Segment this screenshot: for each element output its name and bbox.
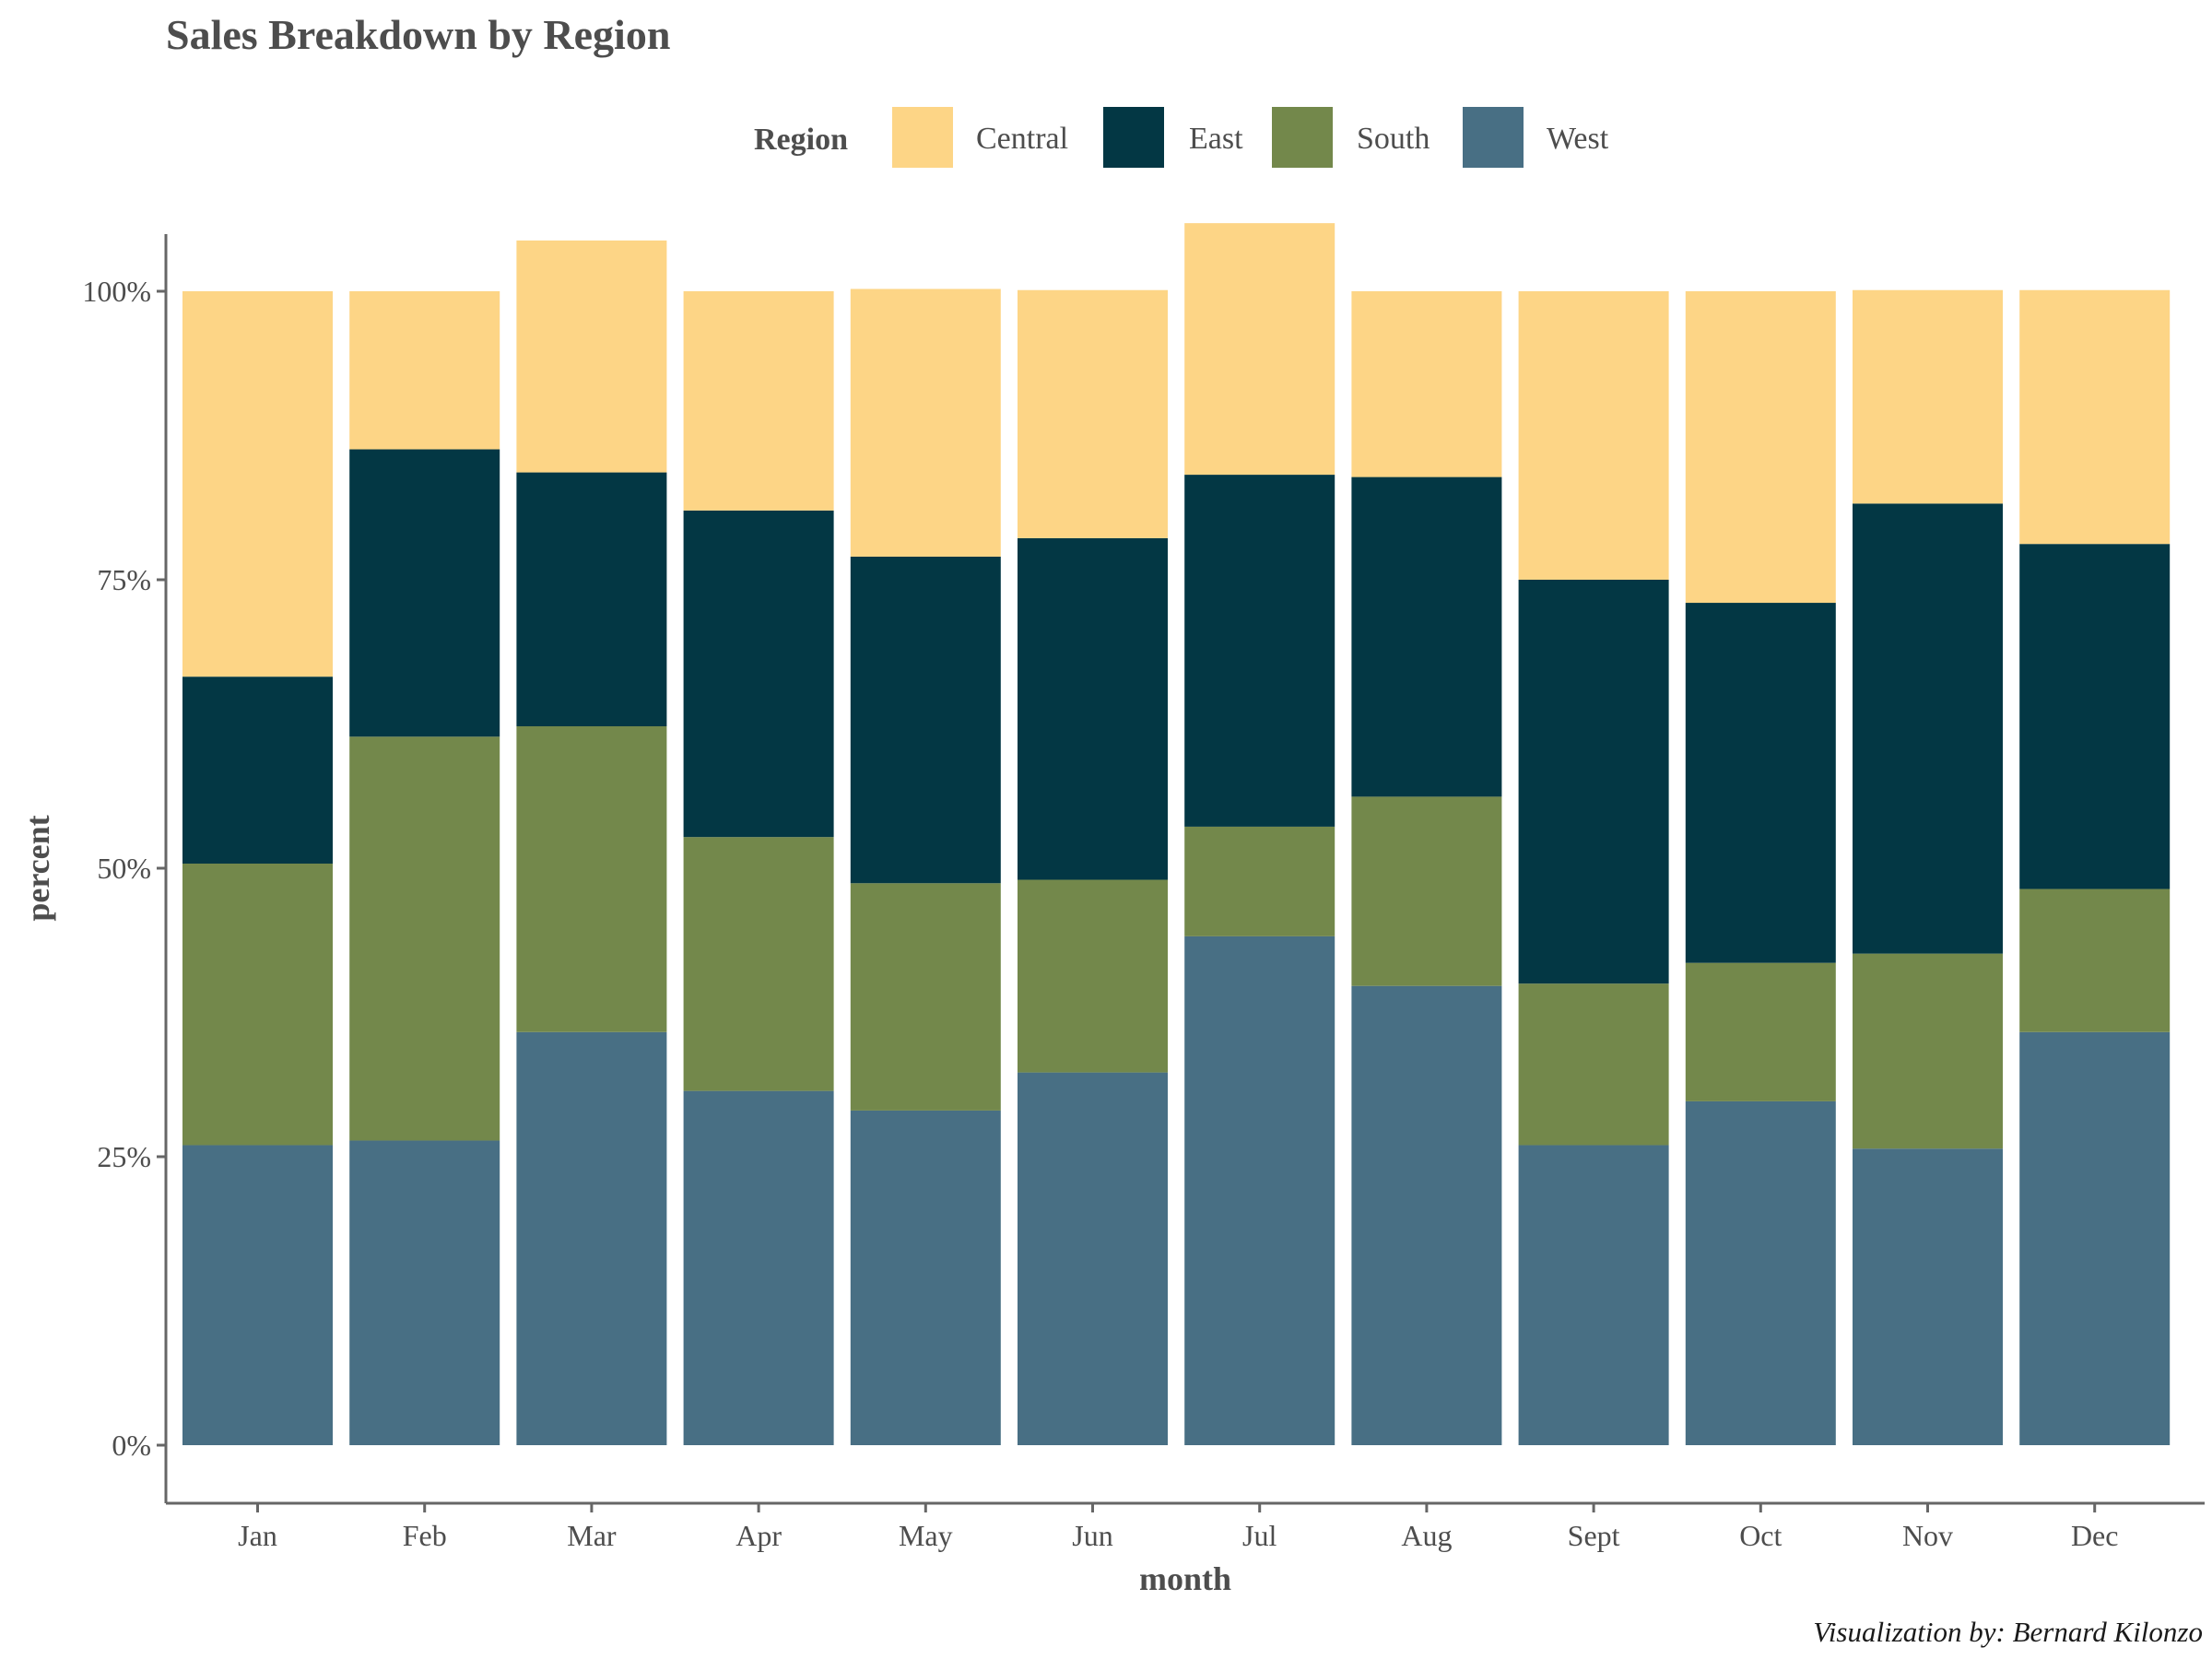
bar-jul-east	[1184, 475, 1335, 827]
bar-sept-west	[1518, 1145, 1669, 1445]
bar-apr-west	[683, 1090, 834, 1445]
x-axis-title: month	[1139, 1560, 1231, 1597]
legend-label-central: Central	[976, 122, 1068, 156]
bar-jun-central	[1018, 289, 1168, 538]
bar-mar-east	[516, 472, 667, 727]
legend-key-east	[1103, 107, 1164, 168]
x-tick-label: Oct	[1739, 1519, 1782, 1552]
x-tick-label: Apr	[735, 1519, 782, 1552]
bar-jan-central	[182, 291, 333, 677]
bar-oct-west	[1685, 1100, 1836, 1445]
legend-key-west	[1463, 107, 1524, 168]
y-tick-label: 25%	[97, 1140, 151, 1173]
bar-sept-east	[1518, 580, 1669, 984]
caption: Visualization by: Bernard Kilonzo	[1813, 1616, 2203, 1648]
bar-mar-south	[516, 726, 667, 1032]
bar-dec-east	[2019, 544, 2171, 889]
bar-jul-central	[1184, 223, 1335, 476]
bar-dec-south	[2019, 888, 2171, 1032]
x-tick-label: Sept	[1568, 1519, 1620, 1552]
bar-jan-west	[182, 1145, 333, 1445]
bar-jun-east	[1018, 537, 1168, 880]
x-tick-label: Jul	[1242, 1519, 1277, 1552]
x-tick-label: Nov	[1902, 1519, 1953, 1552]
bar-aug-east	[1351, 477, 1502, 797]
legend-key-south	[1272, 107, 1333, 168]
x-tick-label: Aug	[1401, 1519, 1452, 1552]
bar-jul-south	[1184, 826, 1335, 936]
x-tick-label: Mar	[567, 1519, 617, 1552]
y-axis-title: percent	[19, 815, 56, 921]
y-tick-label: 50%	[97, 852, 151, 885]
bar-may-east	[850, 556, 1001, 884]
bar-dec-west	[2019, 1031, 2171, 1445]
bar-aug-west	[1351, 985, 1502, 1445]
bar-sept-south	[1518, 983, 1669, 1146]
y-tick-label: 0%	[112, 1429, 151, 1462]
x-tick-label: Jan	[238, 1519, 277, 1552]
bar-nov-east	[1853, 503, 2003, 954]
bar-nov-west	[1853, 1148, 2003, 1445]
bar-feb-east	[349, 449, 500, 737]
chart-title: Sales Breakdown by Region	[166, 11, 670, 58]
bar-oct-south	[1685, 962, 1836, 1101]
bar-apr-south	[683, 837, 834, 1091]
y-tick-label: 100%	[82, 275, 151, 308]
legend-label-west: West	[1547, 122, 1609, 156]
bar-jun-south	[1018, 879, 1168, 1073]
legend: Region Central East South West	[754, 107, 1609, 168]
bar-nov-central	[1853, 289, 2003, 504]
bar-jul-west	[1184, 935, 1335, 1445]
bar-mar-central	[516, 240, 667, 473]
bar-mar-west	[516, 1031, 667, 1445]
bar-dec-central	[2019, 289, 2171, 545]
bar-apr-east	[683, 510, 834, 838]
y-tick-label: 75%	[97, 563, 151, 596]
bar-may-central	[850, 288, 1001, 557]
bar-jan-south	[182, 863, 333, 1146]
bar-oct-east	[1685, 603, 1836, 963]
bar-aug-south	[1351, 796, 1502, 986]
bar-jan-east	[182, 677, 333, 864]
y-axis: 0% 25% 50% 75% 100%	[82, 275, 166, 1462]
x-tick-label: Jun	[1072, 1519, 1112, 1552]
plot-area	[182, 223, 2171, 1445]
legend-label-east: East	[1189, 122, 1243, 156]
bar-may-south	[850, 883, 1001, 1111]
x-axis: Jan Feb Mar Apr May Jun Jul Aug Sept Oct Nov Dec	[238, 1503, 2118, 1552]
bar-oct-central	[1685, 291, 1836, 604]
legend-label-south: South	[1357, 122, 1430, 156]
x-tick-label: Dec	[2071, 1519, 2119, 1552]
bar-jun-west	[1018, 1072, 1168, 1445]
x-tick-label: Feb	[403, 1519, 447, 1552]
x-tick-label: May	[899, 1519, 953, 1552]
legend-title: Region	[754, 123, 848, 157]
bar-may-west	[850, 1110, 1001, 1445]
bar-feb-south	[349, 736, 500, 1141]
bar-feb-west	[349, 1140, 500, 1445]
bar-sept-central	[1518, 291, 1669, 580]
legend-key-central	[892, 107, 953, 168]
bar-nov-south	[1853, 953, 2003, 1149]
bar-apr-central	[683, 291, 834, 511]
bar-feb-central	[349, 291, 500, 450]
bar-aug-central	[1351, 291, 1502, 477]
